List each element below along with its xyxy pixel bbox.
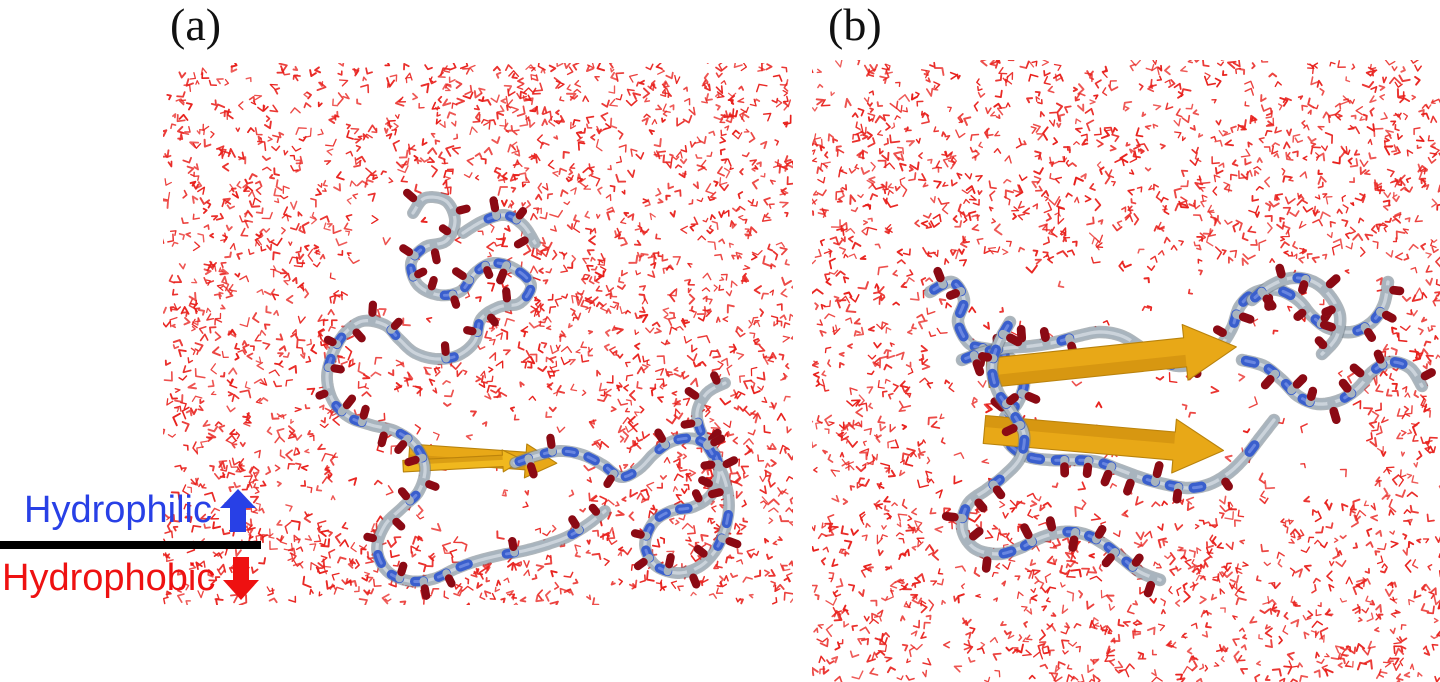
panel-label-b: (b) <box>828 0 882 50</box>
arrow-down-icon <box>223 557 260 600</box>
water-molecules-a <box>163 63 793 605</box>
water-molecules-b <box>812 60 1440 682</box>
molecular-render-b <box>812 60 1440 682</box>
interface-legend: Hydrophilic Hydrophobic <box>0 487 275 612</box>
legend-label-hydrophilic: Hydrophilic <box>24 489 212 531</box>
arrow-up-icon <box>219 489 256 532</box>
molecular-render-a <box>163 63 793 605</box>
peptide-chain-b-front <box>941 263 1436 598</box>
simulation-panel-a <box>163 63 793 605</box>
panel-label-a: (a) <box>170 0 222 50</box>
peptide-chain-a <box>315 188 742 600</box>
beta-sheet-b <box>982 323 1237 474</box>
legend-label-hydrophobic: Hydrophobic <box>2 557 216 599</box>
legend-row-hydrophobic: Hydrophobic <box>0 555 261 601</box>
simulation-panel-b <box>812 60 1440 682</box>
interface-divider-line <box>0 541 261 549</box>
legend-row-hydrophilic: Hydrophilic <box>0 487 258 533</box>
